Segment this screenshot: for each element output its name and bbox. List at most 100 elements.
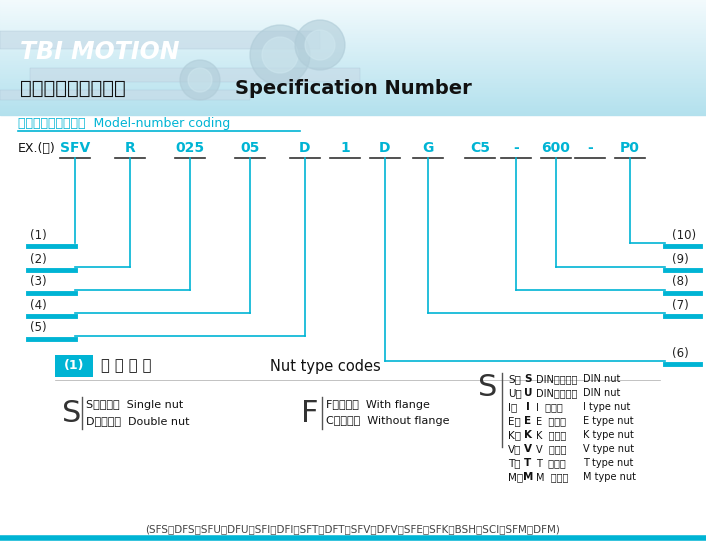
- Bar: [0, 8, 706, 9]
- Bar: [0, 6, 706, 7]
- Text: DIN規格螺帽: DIN規格螺帽: [536, 374, 578, 384]
- Bar: [0, 113, 706, 114]
- Bar: [0, 0, 706, 1]
- Bar: [0, 16, 706, 17]
- Bar: [0, 76, 706, 77]
- Text: T type nut: T type nut: [583, 458, 633, 468]
- Text: K: K: [524, 430, 532, 440]
- Bar: [0, 54, 706, 55]
- Bar: [0, 101, 706, 102]
- Text: T：: T：: [508, 458, 520, 468]
- Text: DIN nut: DIN nut: [583, 374, 621, 384]
- Circle shape: [305, 30, 335, 60]
- Text: Specification Number: Specification Number: [235, 79, 472, 98]
- Bar: [0, 27, 706, 28]
- Bar: [0, 61, 706, 62]
- Text: (4): (4): [30, 299, 47, 312]
- Text: E：: E：: [508, 416, 521, 426]
- Bar: [0, 91, 706, 92]
- Text: (1): (1): [64, 359, 84, 372]
- Bar: [0, 14, 706, 15]
- Bar: [0, 100, 706, 101]
- Bar: [0, 80, 706, 81]
- Bar: [0, 103, 706, 104]
- Bar: [0, 114, 706, 115]
- Text: D：雙螺帽  Double nut: D：雙螺帽 Double nut: [86, 416, 189, 426]
- Circle shape: [188, 68, 212, 92]
- Bar: [0, 110, 706, 111]
- Bar: [0, 39, 706, 40]
- Bar: [0, 9, 706, 10]
- Bar: [0, 31, 320, 49]
- Bar: [0, 88, 706, 89]
- Bar: [0, 44, 706, 45]
- Text: C：無法蘭  Without flange: C：無法蘭 Without flange: [326, 416, 450, 426]
- Bar: [0, 22, 706, 23]
- Bar: [0, 19, 706, 20]
- Bar: [0, 37, 706, 38]
- Circle shape: [295, 20, 345, 70]
- Text: U：: U：: [508, 388, 522, 398]
- Bar: [0, 13, 706, 14]
- Text: TBI MOTION: TBI MOTION: [20, 40, 179, 64]
- Text: EX.(例): EX.(例): [18, 142, 56, 155]
- Bar: [0, 94, 706, 95]
- Bar: [0, 66, 706, 67]
- Text: 025: 025: [175, 141, 205, 155]
- Bar: [0, 41, 706, 42]
- Bar: [0, 32, 706, 33]
- Text: 05: 05: [240, 141, 260, 155]
- Bar: [0, 111, 706, 112]
- Bar: [0, 26, 706, 27]
- Bar: [0, 86, 706, 87]
- Bar: [0, 49, 706, 50]
- Bar: [0, 17, 706, 18]
- Bar: [0, 52, 706, 53]
- Text: I type nut: I type nut: [583, 402, 630, 412]
- Text: -: -: [513, 141, 519, 155]
- Bar: [0, 64, 706, 65]
- Bar: [0, 53, 706, 54]
- Bar: [0, 90, 250, 100]
- Bar: [0, 56, 706, 57]
- Text: M: M: [523, 472, 533, 482]
- Bar: [0, 63, 706, 64]
- Text: (5): (5): [30, 321, 47, 334]
- Text: M type nut: M type nut: [583, 472, 636, 482]
- Text: (9): (9): [672, 252, 689, 266]
- Text: SFV: SFV: [60, 141, 90, 155]
- Bar: [0, 33, 706, 34]
- Bar: [0, 18, 706, 19]
- Bar: [0, 34, 706, 35]
- Bar: [0, 81, 706, 82]
- Bar: [0, 21, 706, 22]
- Bar: [0, 48, 706, 49]
- Bar: [0, 4, 706, 5]
- Text: (7): (7): [672, 299, 689, 312]
- Text: -: -: [587, 141, 593, 155]
- Text: S: S: [478, 372, 498, 401]
- Bar: [0, 73, 706, 74]
- Bar: [0, 45, 706, 46]
- Bar: [0, 30, 706, 31]
- Bar: [0, 98, 706, 99]
- Bar: [0, 92, 706, 93]
- Bar: [0, 20, 706, 21]
- Bar: [0, 90, 706, 91]
- Bar: [0, 35, 706, 36]
- Bar: [0, 84, 706, 85]
- Bar: [0, 28, 706, 29]
- Text: V type nut: V type nut: [583, 444, 634, 454]
- Text: V: V: [524, 444, 532, 454]
- Text: F: F: [301, 399, 318, 427]
- Text: 滚珠螺桿的公稱代號: 滚珠螺桿的公稱代號: [20, 79, 126, 98]
- Bar: [0, 51, 706, 52]
- Text: S: S: [525, 374, 532, 384]
- Text: K：: K：: [508, 430, 521, 440]
- Text: (8): (8): [672, 275, 688, 288]
- Text: V  型螺帽: V 型螺帽: [536, 444, 566, 454]
- Bar: [0, 78, 706, 79]
- Text: (10): (10): [672, 229, 696, 242]
- Text: K type nut: K type nut: [583, 430, 634, 440]
- Text: M  型螺帽: M 型螺帽: [536, 472, 568, 482]
